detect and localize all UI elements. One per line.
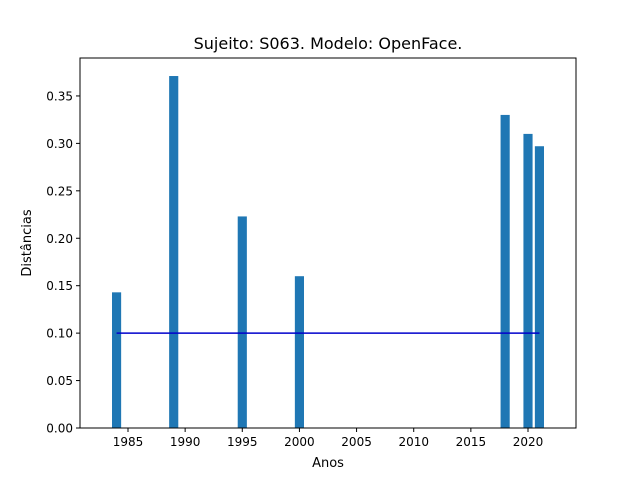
bar-1989 [169,76,179,429]
y-tick-label: 0.30 [46,137,73,151]
bar-2018 [500,114,510,428]
x-tick-label: 1990 [170,435,201,449]
y-tick-label: 0.20 [46,232,73,246]
chart-title: Sujeito: S063. Modelo: OpenFace. [194,34,463,53]
x-tick-label: 1985 [113,435,144,449]
y-tick-label: 0.05 [46,374,73,388]
x-tick-label: 2020 [513,435,544,449]
y-tick-label: 0.15 [46,279,73,293]
y-tick-label: 0.10 [46,327,73,341]
x-axis-label: Anos [312,456,344,471]
x-ticks: 1985 1990 1995 2000 2005 2010 2015 2020 [113,428,544,449]
bar-1995 [237,216,247,428]
y-tick-label: 0.35 [46,89,73,103]
x-tick-label: 2000 [284,435,315,449]
bar-1984 [112,292,122,428]
y-tick-label: 0.00 [46,422,73,436]
bar-2020 [523,133,533,428]
x-tick-label: 2015 [456,435,487,449]
x-tick-label: 1995 [227,435,258,449]
y-tick-label: 0.25 [46,184,73,198]
y-ticks: 0.00 0.05 0.10 0.15 0.20 0.25 0.30 0.35 [46,89,80,436]
bar-2021 [534,146,544,428]
bar-2000 [294,276,304,428]
x-tick-label: 2005 [341,435,372,449]
plot-frame [79,57,577,429]
y-axis-label: Distâncias [20,209,35,276]
bars-group [112,76,544,429]
x-tick-label: 2010 [398,435,429,449]
